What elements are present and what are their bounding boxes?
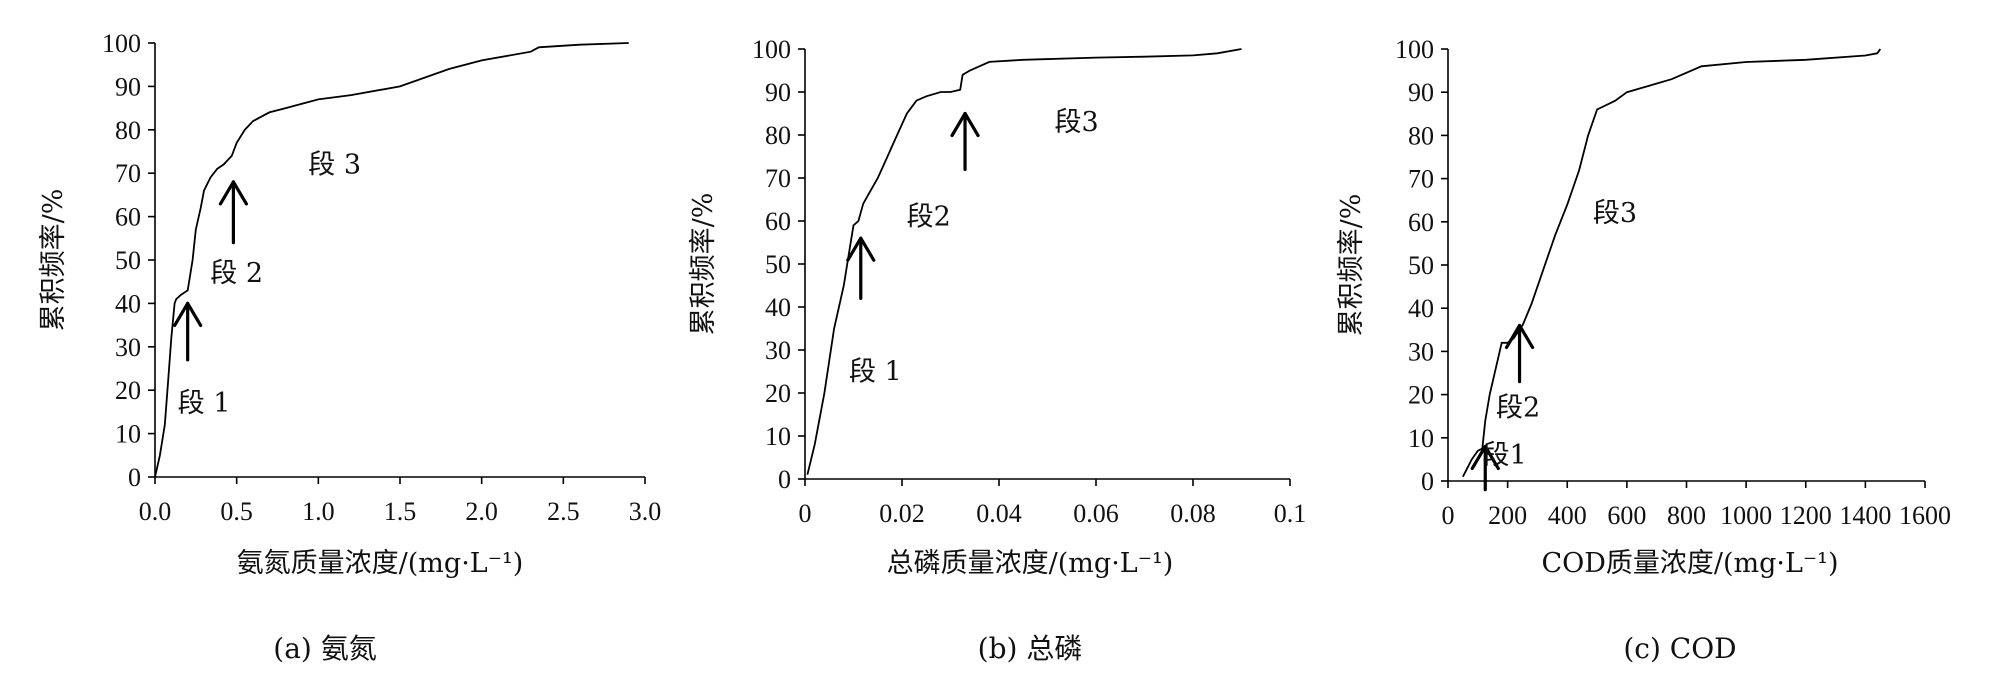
- segment-label: 段3: [1055, 107, 1099, 138]
- x-tick-label: 1.0: [302, 497, 335, 526]
- segment-label: 段 2: [210, 258, 263, 289]
- breakpoint-arrow-head: [218, 180, 248, 206]
- x-tick-label: 0.1: [1274, 499, 1307, 528]
- y-tick-label: 80: [765, 121, 791, 150]
- x-tick-label: 0.5: [220, 497, 253, 526]
- y-axis-label: 累积频率/%: [688, 193, 719, 336]
- segment-label: 段 3: [308, 150, 361, 181]
- segment-label: 段2: [907, 202, 951, 233]
- y-tick-label: 0: [1421, 467, 1434, 496]
- x-tick-label: 600: [1607, 501, 1646, 530]
- y-tick-label: 40: [765, 293, 791, 322]
- y-tick-label: 50: [1408, 251, 1434, 280]
- y-tick-label: 10: [115, 420, 141, 449]
- y-axis-label: 累积频率/%: [1336, 194, 1367, 337]
- segment-label: 段2: [1496, 393, 1540, 424]
- y-tick-label: 30: [115, 333, 141, 362]
- x-tick-label: 0: [1442, 501, 1455, 530]
- y-tick-label: 10: [765, 422, 791, 451]
- y-tick-label: 90: [115, 72, 141, 101]
- x-tick-label: 3.0: [629, 497, 662, 526]
- y-tick-label: 60: [765, 207, 791, 236]
- x-axis-label: 总磷质量浓度/(mg·L⁻¹): [887, 548, 1174, 579]
- x-tick-label: 1.5: [384, 497, 417, 526]
- y-tick-label: 10: [1408, 424, 1434, 453]
- y-tick-label: 100: [1395, 35, 1434, 64]
- x-tick-label: 0.04: [976, 499, 1022, 528]
- panel-caption: (a) 氨氮: [273, 632, 376, 665]
- y-tick-label: 80: [115, 116, 141, 145]
- segment-label: 段 1: [178, 388, 231, 419]
- x-tick-label: 0.06: [1073, 499, 1119, 528]
- y-tick-label: 70: [765, 164, 791, 193]
- y-tick-label: 0: [128, 463, 141, 492]
- breakpoint-arrow-head: [1470, 444, 1500, 471]
- y-tick-label: 30: [765, 336, 791, 365]
- chart-panel-total-phosphorus: 0 10 20 30 40 50 60 70 80 90 100 0 0.02 0.04 0.06 0.08 0…: [688, 35, 1306, 665]
- x-axis-label: 氨氮质量浓度/(mg·L⁻¹): [237, 548, 524, 579]
- cumulative-frequency-line: [154, 42, 629, 478]
- cumulative-frequency-line: [1462, 48, 1882, 478]
- breakpoint-arrow-head: [173, 301, 203, 327]
- segment-label: 段3: [1593, 198, 1637, 229]
- x-tick-label: 1400: [1839, 501, 1891, 530]
- y-tick-label: 100: [102, 29, 141, 58]
- panel-caption: (b) 总磷: [978, 632, 1083, 665]
- y-tick-label: 90: [1408, 78, 1434, 107]
- y-tick-label: 70: [1408, 165, 1434, 194]
- x-tick-label: 0.0: [139, 497, 172, 526]
- y-tick-label: 50: [115, 246, 141, 275]
- x-tick-label: 1000: [1720, 501, 1772, 530]
- x-tick-label: 2.5: [547, 497, 580, 526]
- y-tick-label: 20: [115, 376, 141, 405]
- y-tick-label: 50: [765, 250, 791, 279]
- x-tick-label: 0.02: [879, 499, 925, 528]
- y-tick-label: 40: [1408, 294, 1434, 323]
- y-tick-label: 100: [752, 35, 791, 64]
- y-tick-label: 0: [778, 465, 791, 494]
- chart-panel-ammonia: 0 10 20 30 40 50 60 70 80 90 100 0.0 0.5 1.0 1.5 2.0 2.5…: [38, 29, 661, 665]
- y-tick-label: 80: [1408, 121, 1434, 150]
- y-tick-label: 30: [1408, 337, 1434, 366]
- y-tick-label: 60: [115, 203, 141, 232]
- breakpoint-arrow-head: [1504, 323, 1535, 350]
- x-tick-label: 1200: [1780, 501, 1832, 530]
- x-tick-label: 2.0: [465, 497, 498, 526]
- segment-label: 段1: [1483, 440, 1527, 471]
- breakpoint-arrow-head: [846, 236, 876, 262]
- segment-label: 段 1: [849, 357, 902, 388]
- x-tick-label: 0.08: [1170, 499, 1216, 528]
- x-tick-label: 400: [1548, 501, 1587, 530]
- panel-caption: (c) COD: [1623, 632, 1736, 665]
- x-tick-label: 200: [1488, 501, 1527, 530]
- y-tick-label: 60: [1408, 208, 1434, 237]
- y-tick-label: 40: [115, 289, 141, 318]
- y-tick-label: 20: [1408, 381, 1434, 410]
- x-tick-label: 1600: [1899, 501, 1951, 530]
- y-tick-label: 20: [765, 379, 791, 408]
- y-tick-label: 90: [765, 78, 791, 107]
- y-tick-label: 70: [115, 159, 141, 188]
- breakpoint-arrow-head: [950, 111, 980, 138]
- y-axis-label: 累积频率/%: [38, 189, 69, 332]
- x-tick-label: 800: [1667, 501, 1706, 530]
- x-axis-label: COD质量浓度/(mg·L⁻¹): [1541, 548, 1838, 579]
- cumulative-frequency-line: [806, 48, 1242, 475]
- x-tick-label: 0: [799, 499, 812, 528]
